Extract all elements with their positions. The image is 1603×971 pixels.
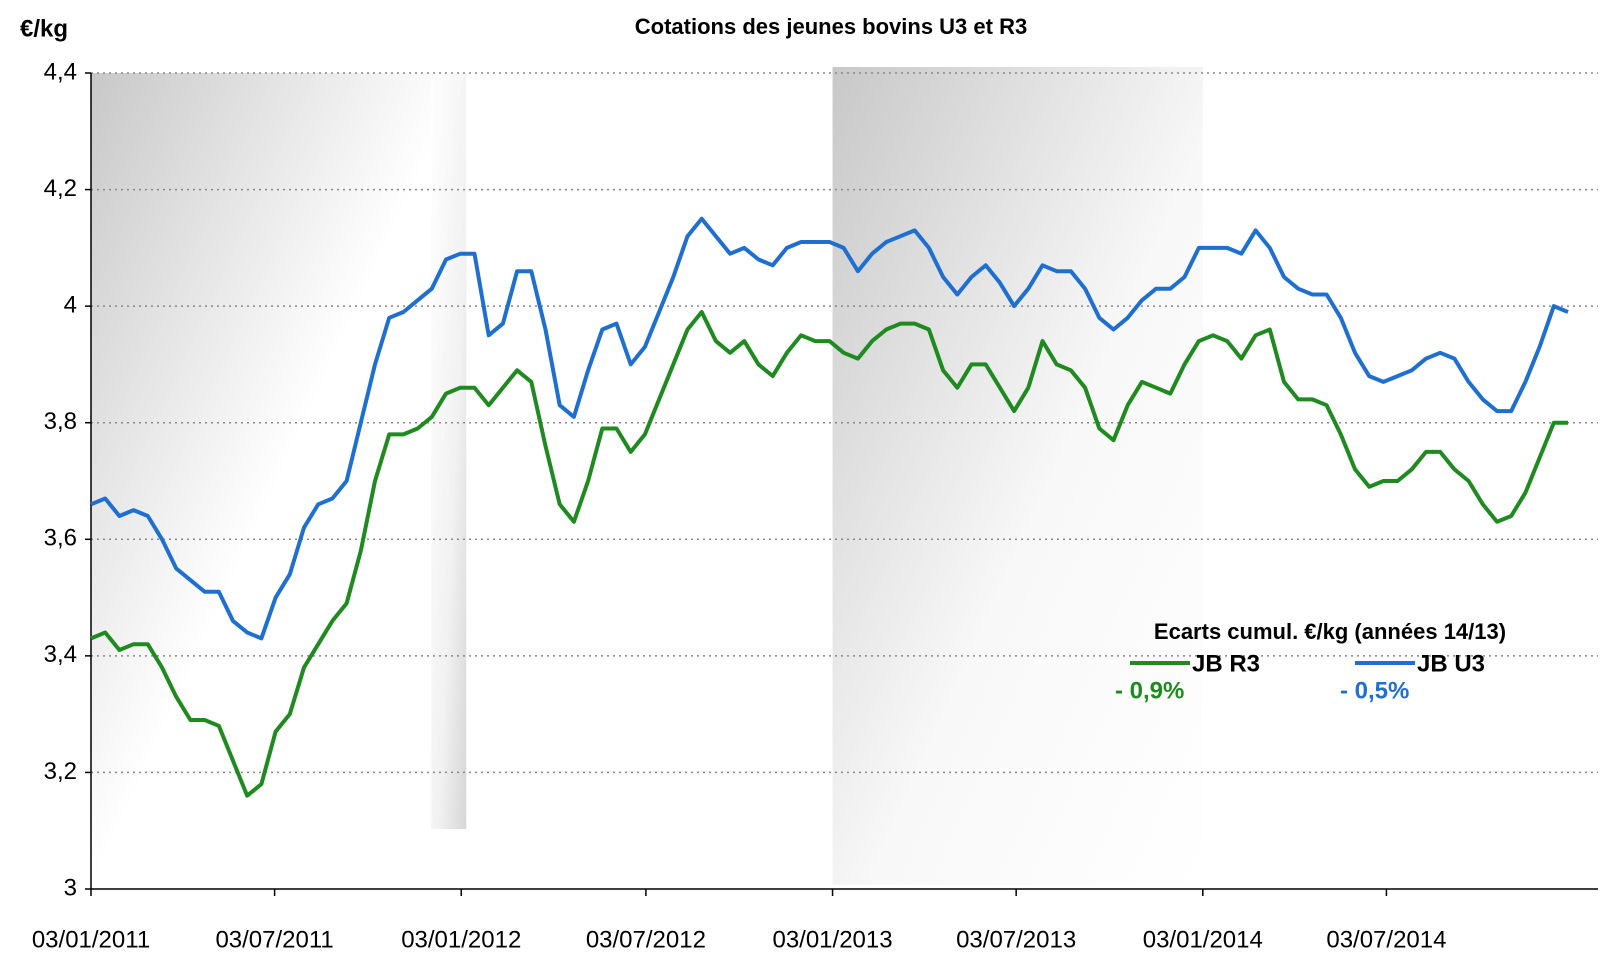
x-tick-label: 03/07/2014 bbox=[1326, 926, 1446, 953]
chart-title: Cotations des jeunes bovins U3 et R3 bbox=[635, 14, 1027, 39]
change-label: - 0,5% bbox=[1340, 677, 1409, 704]
x-tick-label: 03/07/2013 bbox=[956, 926, 1076, 953]
y-tick-label: 3,6 bbox=[44, 525, 77, 552]
y-tick-label: 3 bbox=[64, 874, 77, 901]
y-tick-label: 4,4 bbox=[44, 58, 77, 85]
x-tick-label: 03/01/2014 bbox=[1143, 926, 1263, 953]
shade-band bbox=[832, 67, 1203, 885]
x-tick-label: 03/07/2011 bbox=[215, 926, 333, 953]
shade-band bbox=[431, 73, 467, 829]
y-tick-label: 3,2 bbox=[44, 758, 77, 785]
x-tick-label: 03/01/2011 bbox=[32, 926, 150, 953]
legend-label: JB U3 bbox=[1417, 650, 1485, 677]
y-tick-label: 4 bbox=[64, 291, 77, 318]
x-tick-label: 03/07/2012 bbox=[586, 926, 706, 953]
shade-band bbox=[91, 73, 467, 889]
y-tick-label: 3,8 bbox=[44, 408, 77, 435]
annotation: Ecarts cumul. €/kg (années 14/13) bbox=[1154, 619, 1506, 644]
x-tick-label: 03/01/2013 bbox=[772, 926, 892, 953]
series-line bbox=[90, 216, 1569, 641]
x-tick-label: 03/01/2012 bbox=[401, 926, 521, 953]
y-tick-label: 3,4 bbox=[44, 641, 77, 668]
legend-label: JB R3 bbox=[1192, 650, 1260, 677]
change-label: - 0,9% bbox=[1115, 677, 1184, 704]
series-line bbox=[90, 310, 1568, 798]
y-axis-label: €/kg bbox=[20, 15, 68, 42]
y-tick-label: 4,2 bbox=[44, 175, 77, 202]
